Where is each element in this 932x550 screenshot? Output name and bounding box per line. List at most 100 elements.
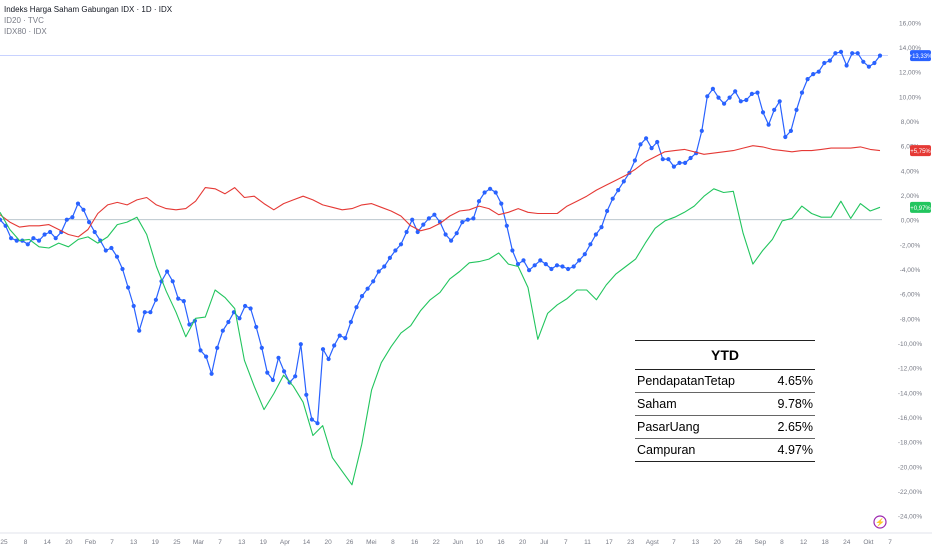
series-point: [298, 342, 303, 347]
series-point: [838, 49, 844, 55]
series-point: [449, 238, 454, 243]
series-point: [31, 236, 36, 241]
series-point: [25, 242, 30, 247]
series-point: [827, 58, 833, 63]
series-line: [0, 145, 881, 238]
series-point: [382, 264, 387, 269]
series-point: [783, 134, 788, 140]
y-tick-label: 10,00%: [899, 94, 921, 101]
x-tick-label: 20: [65, 539, 73, 546]
series-point: [165, 269, 170, 274]
series-point: [527, 268, 532, 273]
series-point: [850, 51, 855, 56]
ytd-row-label: Campuran: [637, 443, 696, 457]
series-point: [265, 370, 270, 375]
x-tick-label: Jun: [453, 539, 464, 546]
x-tick-label: 12: [800, 539, 808, 546]
series-point: [855, 51, 860, 56]
series-point: [243, 303, 248, 309]
series-point: [822, 60, 827, 66]
series-point: [75, 201, 81, 206]
x-tick-label: 7: [110, 539, 114, 546]
series-point: [204, 354, 209, 359]
x-tick-label: 26: [346, 539, 354, 546]
y-tick-label: 8,00%: [901, 119, 920, 126]
x-tick-label: 26: [735, 539, 743, 546]
series-point: [70, 215, 75, 220]
series-point: [421, 222, 426, 227]
series-point: [309, 417, 314, 422]
series-point: [460, 220, 465, 225]
series-point: [716, 95, 721, 100]
x-tick-label: 13: [238, 539, 246, 546]
legend-series-idx80: IDX80 · IDX: [4, 27, 47, 36]
ytd-row-value: 9.78%: [777, 397, 813, 411]
series-point: [259, 345, 264, 350]
series-point: [811, 72, 816, 77]
x-tick-label: 19: [260, 539, 268, 546]
ytd-title: YTD: [635, 340, 815, 370]
end-label-badge: [910, 145, 931, 157]
x-tick-label: 11: [584, 539, 591, 546]
tradingview-logo-icon[interactable]: ⚡: [873, 515, 887, 529]
series-point: [482, 190, 487, 195]
series-point: [131, 303, 136, 309]
x-tick-label: Apr: [280, 539, 291, 546]
x-tick-label: Jul: [540, 539, 549, 546]
series-point: [866, 64, 872, 69]
series-point: [749, 91, 755, 96]
series-point: [64, 217, 69, 222]
series-point: [315, 421, 320, 426]
x-tick-label: 19: [152, 539, 160, 546]
series-point: [610, 196, 615, 201]
x-tick-label: 20: [714, 539, 722, 546]
series-point: [476, 199, 482, 204]
ytd-row-label: Saham: [637, 397, 677, 411]
x-tick-label: 22: [433, 539, 441, 546]
series-point: [772, 107, 777, 112]
series-point: [766, 122, 771, 127]
series-point: [215, 345, 220, 350]
series-point: [426, 216, 431, 221]
series-point: [760, 110, 766, 115]
series-point: [549, 266, 554, 272]
series-point: [376, 269, 381, 274]
series-point: [844, 63, 849, 68]
series-point: [415, 229, 420, 235]
series-point: [359, 294, 365, 299]
end-label-text: +5,75%: [910, 149, 931, 155]
series-point: [872, 60, 877, 66]
series-point: [53, 236, 58, 241]
ytd-row: Campuran 4.97%: [635, 439, 815, 462]
series-point: [109, 245, 114, 251]
series-point: [320, 347, 326, 352]
series-point: [660, 157, 665, 162]
y-tick-label: -22,00%: [898, 489, 922, 496]
series-point: [699, 128, 704, 133]
x-tick-label: 8: [780, 539, 784, 546]
series-point: [777, 99, 782, 104]
end-label-badge: [910, 50, 931, 62]
series-point: [705, 94, 710, 99]
series-point: [326, 356, 331, 362]
y-tick-label: -12,00%: [898, 366, 922, 373]
series-point: [176, 296, 181, 301]
series-point: [677, 160, 682, 165]
y-tick-label: -4,00%: [900, 267, 921, 274]
x-tick-label: 13: [130, 539, 138, 546]
series-point: [744, 97, 749, 103]
series-point: [515, 262, 521, 267]
y-tick-label: -18,00%: [898, 440, 922, 447]
y-tick-label: -14,00%: [898, 390, 922, 397]
y-tick-label: 0,00%: [901, 218, 920, 225]
series-point: [632, 158, 638, 163]
series-point: [254, 324, 259, 330]
series-point: [181, 299, 186, 304]
x-tick-label: 7: [564, 539, 568, 546]
series-point: [655, 139, 660, 145]
ytd-row: PendapatanTetap 4.65%: [635, 370, 815, 393]
x-tick-label: 20: [325, 539, 333, 546]
series-point: [393, 248, 398, 253]
series-point: [332, 343, 337, 348]
x-tick-label: Mei: [366, 539, 376, 546]
